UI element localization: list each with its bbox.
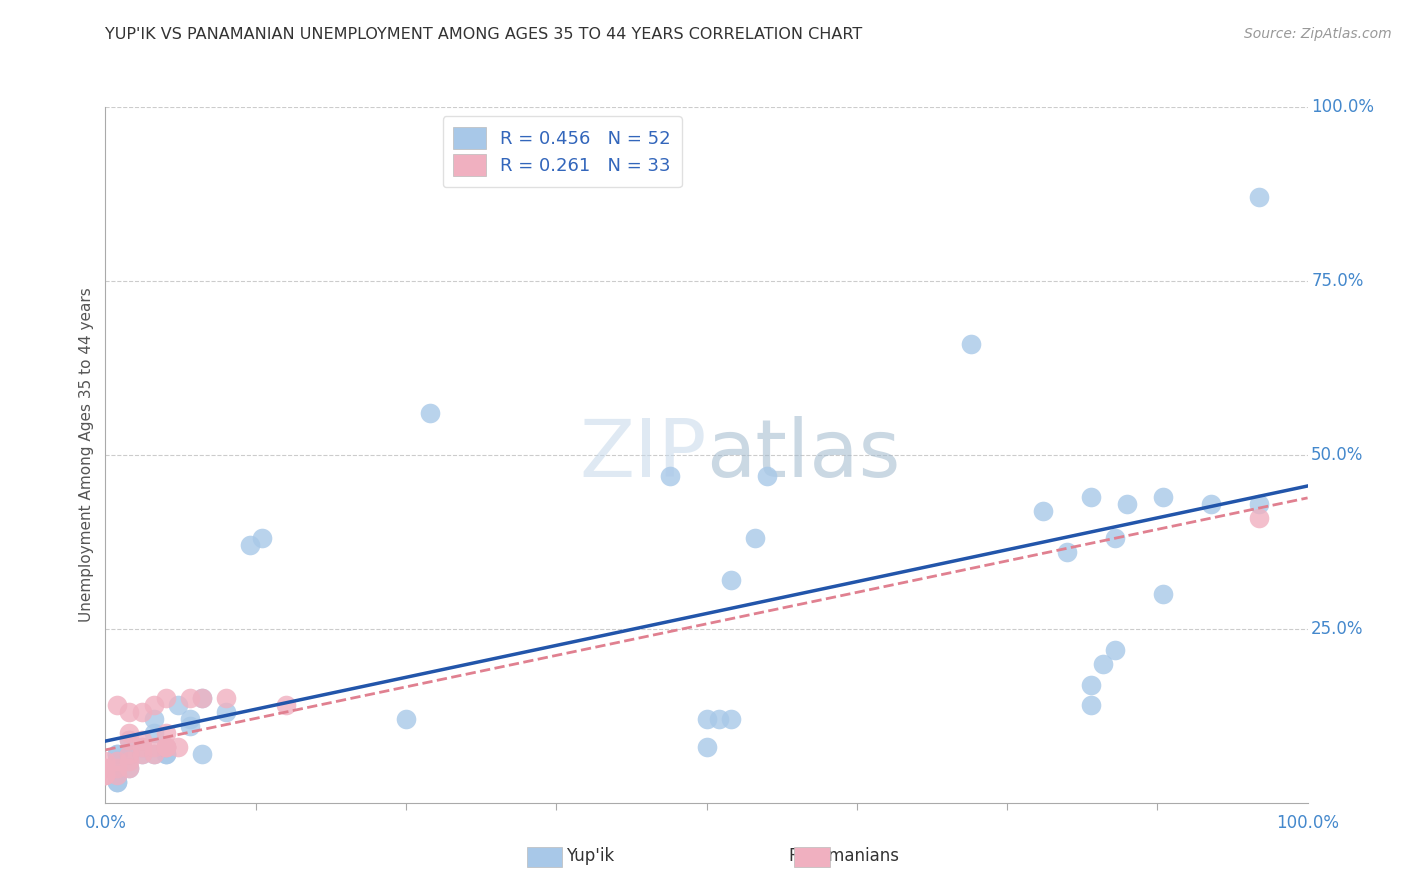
Y-axis label: Unemployment Among Ages 35 to 44 years: Unemployment Among Ages 35 to 44 years [79, 287, 94, 623]
Point [250, 532, 273, 546]
Point [1080, 698, 1102, 713]
Point [659, 468, 682, 483]
Point [131, 747, 153, 761]
Point [166, 740, 188, 755]
Point [118, 754, 141, 768]
Point [1080, 677, 1102, 691]
Point [1249, 190, 1271, 204]
Point [94, 768, 117, 782]
Point [155, 747, 177, 761]
Point [239, 538, 262, 552]
Point [1116, 497, 1139, 511]
Legend: R = 0.456   N = 52, R = 0.261   N = 33: R = 0.456 N = 52, R = 0.261 N = 33 [443, 116, 682, 187]
Text: ZIP: ZIP [579, 416, 707, 494]
Point [755, 468, 778, 483]
Point [1104, 532, 1126, 546]
Text: 50.0%: 50.0% [1312, 446, 1364, 464]
Point [419, 406, 441, 420]
Point [395, 712, 418, 726]
Point [131, 706, 153, 720]
Point [744, 532, 766, 546]
Point [155, 726, 177, 740]
Point [696, 712, 718, 726]
Point [131, 740, 153, 755]
Point [142, 747, 165, 761]
Point [118, 726, 141, 740]
Text: atlas: atlas [707, 416, 901, 494]
Text: 100.0%: 100.0% [1312, 98, 1374, 116]
Point [179, 719, 201, 733]
Point [131, 733, 153, 747]
Point [960, 336, 983, 351]
Point [1201, 497, 1223, 511]
Point [142, 726, 165, 740]
Point [94, 761, 117, 775]
Text: Yup'ik: Yup'ik [567, 847, 614, 865]
Point [107, 775, 129, 789]
Point [118, 733, 141, 747]
Text: 25.0%: 25.0% [1312, 620, 1364, 638]
Text: Source: ZipAtlas.com: Source: ZipAtlas.com [1244, 27, 1392, 41]
Point [118, 706, 141, 720]
Point [118, 747, 141, 761]
Point [94, 768, 117, 782]
Point [274, 698, 297, 713]
Text: Panamanians: Panamanians [789, 847, 898, 865]
Point [142, 747, 165, 761]
Point [166, 698, 188, 713]
Point [107, 754, 129, 768]
Point [118, 747, 141, 761]
Point [696, 740, 718, 755]
Point [107, 775, 129, 789]
Point [179, 691, 201, 706]
Point [720, 573, 742, 587]
Point [118, 761, 141, 775]
Point [1104, 642, 1126, 657]
Point [131, 747, 153, 761]
Point [107, 698, 129, 713]
Point [155, 740, 177, 755]
Point [107, 768, 129, 782]
Point [720, 712, 742, 726]
Point [1080, 490, 1102, 504]
Point [118, 761, 141, 775]
Point [214, 691, 236, 706]
Point [1249, 497, 1271, 511]
Point [142, 712, 165, 726]
Point [142, 740, 165, 755]
Point [155, 740, 177, 755]
Point [1152, 587, 1174, 601]
Point [155, 691, 177, 706]
Point [155, 740, 177, 755]
Point [107, 761, 129, 775]
Point [179, 712, 201, 726]
Point [1152, 490, 1174, 504]
Point [1092, 657, 1115, 671]
Point [1056, 545, 1078, 559]
Point [107, 754, 129, 768]
Text: YUP'IK VS PANAMANIAN UNEMPLOYMENT AMONG AGES 35 TO 44 YEARS CORRELATION CHART: YUP'IK VS PANAMANIAN UNEMPLOYMENT AMONG … [105, 27, 863, 42]
Point [107, 747, 129, 761]
Point [190, 747, 212, 761]
Point [190, 691, 212, 706]
Point [214, 706, 236, 720]
Point [155, 747, 177, 761]
Point [1249, 510, 1271, 524]
Point [155, 740, 177, 755]
Point [107, 761, 129, 775]
Point [1032, 503, 1054, 517]
Point [118, 733, 141, 747]
Point [94, 754, 117, 768]
Point [131, 740, 153, 755]
Point [707, 712, 730, 726]
Point [190, 691, 212, 706]
Point [142, 698, 165, 713]
Point [94, 761, 117, 775]
Point [118, 747, 141, 761]
Point [107, 768, 129, 782]
Point [107, 747, 129, 761]
Text: 75.0%: 75.0% [1312, 272, 1364, 290]
